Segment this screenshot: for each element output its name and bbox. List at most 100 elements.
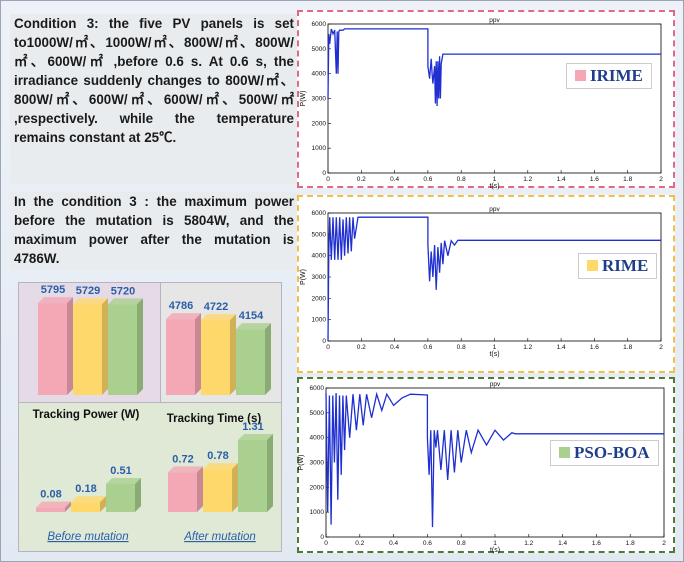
time-bar — [168, 472, 197, 512]
power-value-label: 4722 — [204, 301, 228, 313]
time-bar-top — [238, 434, 273, 440]
time-bar-top — [168, 466, 203, 473]
pso-x-tick-label: 0.6 — [423, 540, 432, 547]
time-bar — [203, 469, 232, 512]
irime-x-tick-label: 1.6 — [590, 176, 599, 183]
pso-x-tick-label: 0.8 — [457, 540, 466, 547]
time-bar — [36, 507, 65, 512]
irime-y-tick-label: 1000 — [312, 145, 327, 152]
pso-y-tick-label: 3000 — [310, 460, 325, 467]
time-bar — [238, 440, 267, 512]
pso-x-tick-label: 0 — [324, 540, 328, 547]
power-bar — [73, 304, 102, 395]
rime-x-tick-label: 0.8 — [457, 344, 466, 351]
legend-irime: IRIME — [566, 63, 652, 89]
time-value-label: 0.18 — [75, 483, 96, 495]
rime-y-tick-label: 6000 — [312, 210, 327, 217]
irime-y-tick-label: 2000 — [312, 120, 327, 127]
rime-x-tick-label: 0.6 — [423, 344, 432, 351]
time-category-label: Before mutation — [47, 531, 128, 543]
time-bar-side — [135, 477, 141, 512]
time-bar-side — [197, 466, 203, 512]
rime-y-tick-label: 4000 — [312, 253, 327, 260]
power-bar-top — [108, 298, 143, 305]
time-chart-title: Tracking Time (s) — [167, 413, 262, 425]
power-value-label: 5729 — [76, 285, 100, 297]
power-bar-top — [38, 297, 73, 304]
time-bar-side — [232, 463, 238, 512]
irime-x-tick-label: 2 — [659, 176, 663, 183]
power-bar-side — [67, 297, 73, 395]
rime-x-tick-label: 1.6 — [590, 344, 599, 351]
pso-y-tick-label: 2000 — [310, 484, 325, 491]
power-bar-top — [236, 323, 271, 330]
pso-x-tick-label: 2 — [662, 540, 666, 547]
power-value-label: 5795 — [41, 284, 65, 296]
legend-swatch — [559, 447, 570, 458]
power-bar — [108, 304, 137, 395]
rime-x-tick-label: 1.8 — [623, 344, 632, 351]
pso-y-tick-label: 1000 — [310, 509, 325, 516]
time-bar — [71, 502, 100, 512]
irime-y-tick-label: 6000 — [312, 21, 327, 28]
rime-y-axis-label: P(W) — [300, 269, 307, 285]
rime-x-tick-label: 1.2 — [523, 344, 532, 351]
power-bar-side — [102, 298, 108, 395]
pso-y-tick-label: 5000 — [310, 410, 325, 417]
rime-x-tick-label: 0.4 — [390, 344, 399, 351]
power-chart-title: Tracking Power (W) — [33, 409, 140, 421]
pso-x-tick-label: 1.6 — [592, 540, 601, 547]
power-bar — [201, 320, 230, 395]
condition-text: Condition 3: the five PV panels is set t… — [10, 14, 298, 184]
irime-y-axis-label: P(W) — [300, 91, 307, 107]
irime-x-tick-label: 0.4 — [390, 176, 399, 183]
pso-x-tick-label: 1 — [493, 540, 497, 547]
irime-x-tick-label: 0 — [326, 176, 330, 183]
rime-x-tick-label: 0 — [326, 344, 330, 351]
pso-x-tick-label: 0.2 — [355, 540, 364, 547]
pso-x-axis-label: t(s) — [490, 547, 500, 554]
legend-label: PSO-BOA — [574, 443, 650, 462]
rime-y-tick-label: 5000 — [312, 231, 327, 238]
time-value-label: 0.78 — [207, 450, 228, 462]
rime-y-tick-label: 1000 — [312, 317, 327, 324]
irime-y-tick-label: 0 — [322, 170, 326, 177]
power-bar-side — [265, 323, 271, 395]
power-bar-top — [73, 298, 108, 305]
irime-plot-title: ppv — [489, 17, 500, 24]
summary-text: In the condition 3 : the maximum power b… — [10, 192, 298, 270]
irime-x-tick-label: 1 — [493, 176, 497, 183]
irime-power-series-line — [327, 28, 661, 107]
pso-y-tick-label: 4000 — [310, 435, 325, 442]
time-bar — [106, 483, 135, 512]
rime-x-tick-label: 1.4 — [557, 344, 566, 351]
pso-power-series-line — [325, 391, 664, 528]
pso-x-tick-label: 1.8 — [626, 540, 635, 547]
pso-y-axis-label: P(W) — [298, 455, 305, 471]
rime-plot-title: ppv — [489, 206, 500, 213]
irime-x-axis-label: t(s) — [489, 183, 499, 190]
power-bar-side — [195, 313, 201, 395]
rime-x-tick-label: 1 — [493, 344, 497, 351]
time-bar-side — [100, 496, 106, 512]
time-bar-top — [71, 496, 106, 503]
time-bar-side — [267, 434, 273, 512]
legend-swatch — [575, 70, 586, 81]
rime-y-tick-label: 3000 — [312, 274, 327, 281]
power-bar — [236, 329, 265, 395]
irime-x-tick-label: 1.8 — [623, 176, 632, 183]
pso-y-tick-label: 6000 — [310, 385, 325, 392]
irime-y-tick-label: 4000 — [312, 71, 327, 78]
power-bar — [166, 319, 195, 395]
irime-y-tick-label: 3000 — [312, 96, 327, 103]
pso-x-tick-label: 1.2 — [524, 540, 533, 547]
pso-x-tick-label: 0.4 — [389, 540, 398, 547]
legend-label: RIME — [602, 256, 649, 275]
power-value-label: 4154 — [239, 310, 264, 322]
legend-label: IRIME — [590, 66, 643, 85]
pso-plot-title: ppv — [490, 381, 501, 388]
irime-x-tick-label: 1.2 — [523, 176, 532, 183]
irime-y-tick-label: 5000 — [312, 46, 327, 53]
legend-swatch — [587, 260, 598, 271]
